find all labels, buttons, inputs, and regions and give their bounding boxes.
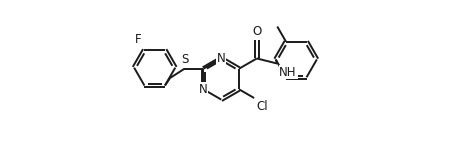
Text: N: N: [199, 83, 208, 96]
Text: S: S: [181, 53, 188, 66]
Text: F: F: [135, 33, 142, 46]
Text: Cl: Cl: [256, 100, 268, 113]
Text: N: N: [217, 52, 225, 65]
Text: NH: NH: [280, 66, 297, 79]
Text: O: O: [252, 25, 261, 38]
